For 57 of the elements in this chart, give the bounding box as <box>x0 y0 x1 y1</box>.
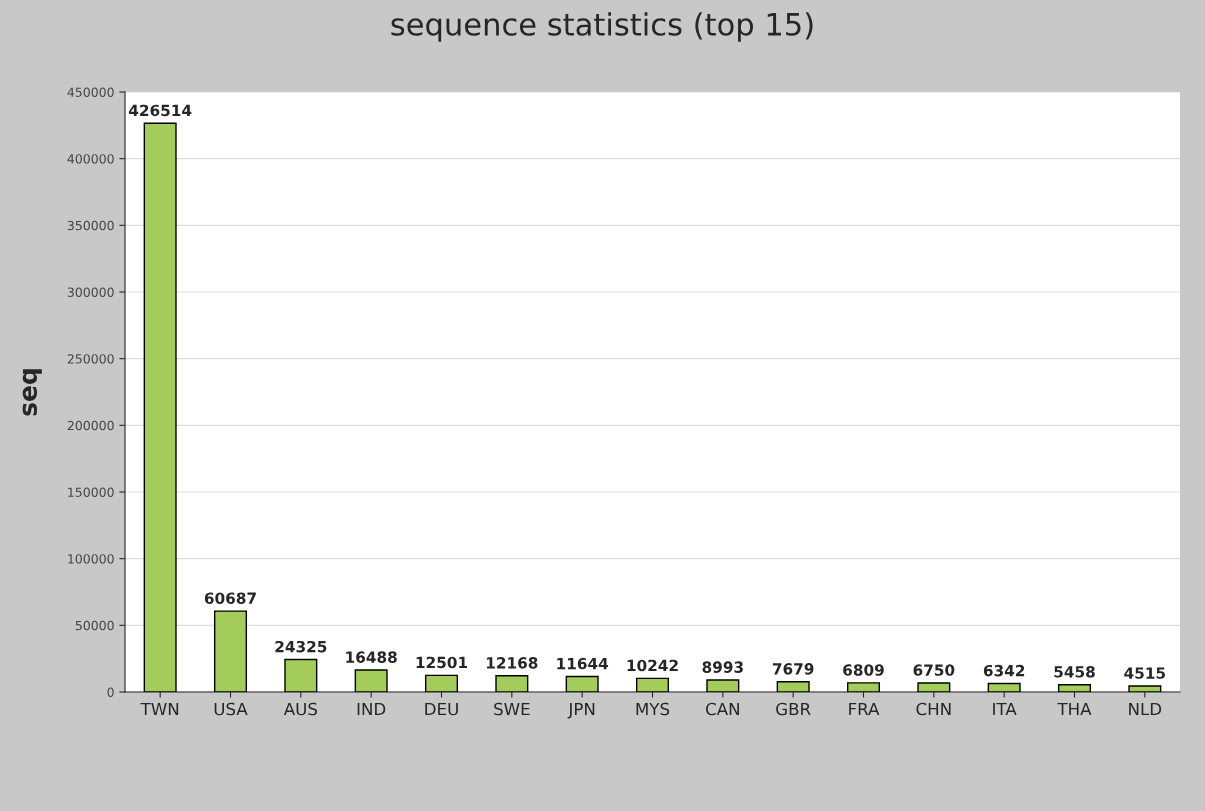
x-tick-label: AUS <box>283 702 317 716</box>
x-tick-label: CAN <box>706 702 739 716</box>
chart-title: sequence statistics (top 15) <box>391 12 813 42</box>
y-tick-label: 150000 <box>68 487 114 497</box>
x-tick-label: THA <box>1057 702 1092 716</box>
bar <box>284 658 318 692</box>
bar <box>213 610 248 692</box>
bar <box>495 675 529 692</box>
data-label: 426514 <box>128 104 192 117</box>
x-tick-label: MYS <box>636 702 670 716</box>
data-label: 7679 <box>772 663 814 675</box>
data-label: 8993 <box>702 661 743 673</box>
x-tick-label: NLD <box>1129 702 1162 716</box>
x-tick-label: TWN <box>140 702 179 716</box>
bar <box>917 682 951 692</box>
y-tick-label: 200000 <box>67 420 114 431</box>
bar <box>1128 685 1162 692</box>
y-tick-label: 350000 <box>67 220 114 231</box>
y-tick-label: 250000 <box>67 354 114 364</box>
y-tick-label: 400000 <box>67 154 114 164</box>
data-label: 6342 <box>983 664 1025 677</box>
x-tick-label: USA <box>214 702 248 716</box>
bar <box>354 669 388 692</box>
bar <box>706 679 740 692</box>
y-tick-label: 100000 <box>68 554 114 564</box>
y-axis-title: seq <box>22 369 42 416</box>
data-label: 12168 <box>486 657 538 669</box>
bar <box>635 677 670 692</box>
bar <box>143 122 177 692</box>
bar <box>987 682 1021 692</box>
x-tick-label: ITA <box>993 702 1017 716</box>
bar <box>424 674 459 692</box>
bar <box>776 681 810 692</box>
x-tick-label: JPN <box>567 702 595 719</box>
x-tick-label: DEU <box>425 702 458 716</box>
data-label: 4515 <box>1124 667 1166 679</box>
y-tick-label: 450000 <box>67 87 114 97</box>
x-tick-label: CHN <box>916 702 951 716</box>
x-tick-label: SWE <box>494 702 530 716</box>
data-label: 6750 <box>913 664 955 676</box>
x-tick-label: FRA <box>849 702 880 716</box>
data-label: 10242 <box>627 659 678 672</box>
data-label: 24325 <box>275 640 327 653</box>
y-tick-label: 0 <box>107 687 114 697</box>
y-tick-label: 300000 <box>67 287 114 297</box>
data-label: 11644 <box>557 657 609 670</box>
x-tick-label: GBR <box>776 702 811 716</box>
y-tick-label: 50000 <box>75 620 114 631</box>
bar <box>565 675 599 692</box>
bar <box>846 682 881 692</box>
data-label: 6809 <box>843 664 884 676</box>
bar <box>1057 684 1092 692</box>
x-tick-label: IND <box>357 702 386 716</box>
data-label: 5458 <box>1054 666 1095 678</box>
data-label: 60687 <box>204 592 256 604</box>
data-label: 12501 <box>416 656 468 669</box>
data-label: 16488 <box>346 651 397 663</box>
